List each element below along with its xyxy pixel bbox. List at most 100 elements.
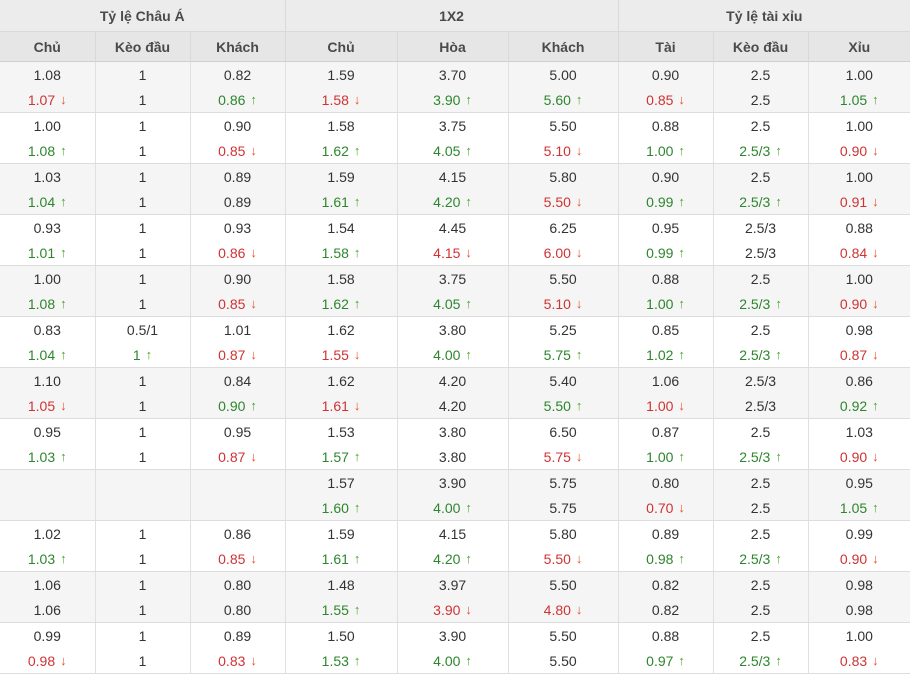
odds-value: 2.5/3 [739,652,771,669]
odds-value: 1.00 [646,142,674,159]
odds-value: 1.62 [321,142,349,159]
odds-cell: 2.5 [713,520,809,546]
odds-value: 5.10 [543,142,571,159]
trend-down-icon: ↓ [250,296,257,311]
trend-down-icon: ↓ [250,245,257,260]
odds-cell: 1 [95,648,191,674]
odds-value: 1.58 [327,117,355,134]
odds-cell: 1.04 ↑ [0,189,96,215]
odds-cell: 1 [95,444,191,470]
odds-value: 2.5 [750,423,771,440]
odds-cell: 2.5 [713,597,809,623]
odds-value: 6.00 [543,244,571,261]
odds-value: 0.90 [839,295,868,312]
odds-value: 2.5/3 [739,448,771,465]
group-header-over-under: Tỷ lệ tài xỉu [618,0,910,32]
col-header-1x2-draw: Hòa [397,31,509,62]
odds-value: 1.59 [327,66,355,83]
odds-value: 3.90 [433,601,461,618]
odds-cell: 1.59 [285,163,398,189]
odds-value: 3.80 [438,321,467,338]
odds-value: 1 [138,627,147,644]
odds-value: 5.50 [549,270,577,287]
odds-cell: 1.58 [285,112,398,138]
odds-cell: 1.00 [0,265,96,291]
trend-down-icon: ↓ [575,551,583,566]
trend-up-icon: ↑ [775,551,782,566]
odds-value: 0.99 [33,627,61,644]
odds-cell: 1 [95,240,191,266]
trend-up-icon: ↑ [353,653,361,668]
odds-cell: 0.87 ↓ [190,444,286,470]
odds-value: 0.85 [218,295,246,312]
odds-cell: 0.95 [618,214,714,240]
odds-value: 1.59 [327,168,355,185]
odds-cell: 4.00 ↑ [397,648,509,674]
odds-cell: 1.50 [285,622,398,648]
odds-value: 2.5 [750,525,771,542]
odds-cell: 1.06 [0,571,96,597]
odds-value: 2.5/3 [739,346,771,363]
odds-value: 0.95 [223,423,252,440]
odds-cell: 1.08 [0,61,96,87]
odds-value: 3.90 [433,91,461,108]
trend-up-icon: ↑ [678,245,685,260]
odds-row: 0.83 0.5/1 1.01 1.62 3.80 5.25 0.85 2.5 0.98 [0,316,910,342]
odds-cell: 1.58 ↑ [285,240,398,266]
odds-cell: 1 [95,393,191,419]
trend-down-icon: ↓ [575,296,583,311]
trend-up-icon: ↑ [465,92,472,107]
odds-value: 0.83 [839,652,868,669]
odds-cell: 1.00 ↑ [618,138,714,164]
odds-value: 0.91 [839,193,868,210]
odds-cell [0,469,96,495]
odds-cell: 1 [95,87,191,113]
trend-up-icon: ↑ [353,296,361,311]
odds-cell: 3.80 [397,316,509,342]
odds-cell: 0.87 ↓ [190,342,286,368]
odds-cell: 1.48 [285,571,398,597]
odds-cell: 0.80 [618,469,714,495]
trend-up-icon: ↑ [775,194,782,209]
odds-cell: 5.50 [508,648,619,674]
odds-value: 1.03 [27,448,56,465]
odds-cell: 3.80 [397,418,509,444]
odds-cell: 1.00 ↑ [618,444,714,470]
odds-value: 0.87 [218,346,246,363]
odds-value: 1.00 [646,397,674,414]
odds-value: 0.89 [223,193,252,210]
odds-value: 2.5 [750,627,771,644]
trend-up-icon: ↑ [60,449,67,464]
odds-cell: 0.80 [190,597,286,623]
odds-cell: 1.54 [285,214,398,240]
odds-cell: 1 [95,571,191,597]
odds-cell: 5.50 ↓ [508,546,619,572]
trend-up-icon: ↑ [465,551,472,566]
odds-cell: 0.83 [0,316,96,342]
odds-cell: 3.75 [397,265,509,291]
odds-cell: 5.10 ↓ [508,138,619,164]
odds-value: 0.98 [845,601,873,618]
odds-cell: 4.05 ↑ [397,138,509,164]
odds-cell: 1.57 [285,469,398,495]
odds-cell: 1.08 ↑ [0,291,96,317]
odds-cell: 2.5 [713,622,809,648]
odds-cell [95,495,191,521]
odds-cell: 0.99 [0,622,96,648]
odds-value: 0.89 [223,168,252,185]
odds-cell: 0.86 [808,367,910,393]
odds-cell: 1.00 [808,622,910,648]
odds-value: 1 [138,117,147,134]
odds-cell: 0.88 [808,214,910,240]
group-header-asian-handicap: Tỷ lệ Châu Á [0,0,286,32]
odds-value: 4.20 [438,397,467,414]
odds-value: 0.90 [651,168,680,185]
trend-down-icon: ↓ [872,245,879,260]
odds-cell [190,495,286,521]
odds-value: 1.10 [33,372,61,389]
odds-cell: 0.98 ↓ [0,648,96,674]
odds-cell: 2.5 [713,163,809,189]
odds-cell: 0.95 [0,418,96,444]
odds-cell: 0.97 ↑ [618,648,714,674]
odds-cell: 0.90 [190,112,286,138]
